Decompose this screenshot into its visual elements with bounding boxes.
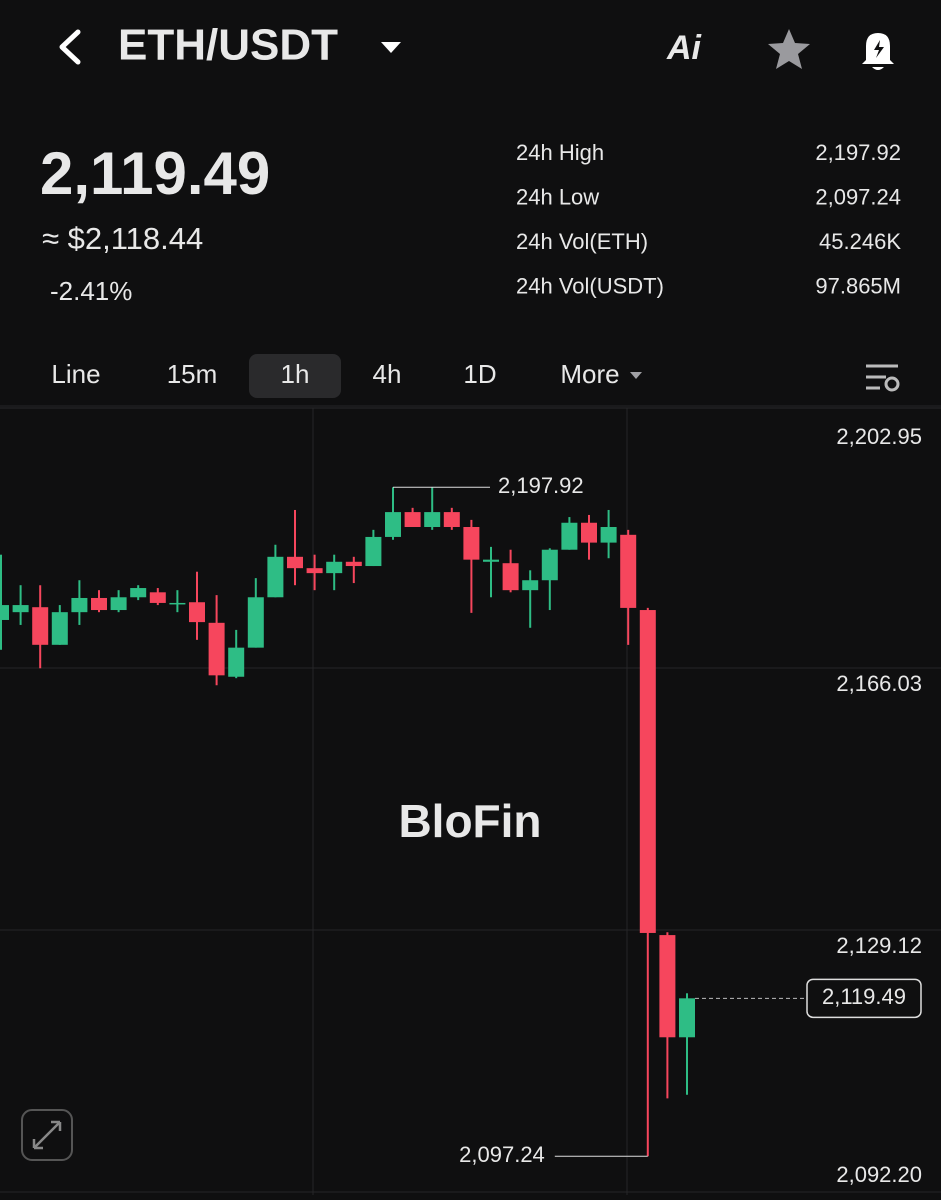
stat-label: 24h High xyxy=(516,140,604,165)
tab[interactable]: More xyxy=(560,359,619,389)
usd-price: ≈ $2,118.44 xyxy=(42,221,203,256)
candle-body xyxy=(287,556,303,569)
candle-body xyxy=(659,935,676,1038)
candle-body xyxy=(326,561,343,574)
last-price-label: 2,119.49 xyxy=(822,984,906,1009)
tab[interactable]: 1D xyxy=(463,359,496,389)
candle-body xyxy=(130,588,147,598)
last-price: 2,119.49 xyxy=(40,140,270,207)
candle-body xyxy=(306,568,323,574)
candle-body xyxy=(463,527,480,560)
candle-body xyxy=(581,522,597,543)
candle-body xyxy=(443,512,460,528)
candle-body xyxy=(679,998,695,1038)
timeframe-tabs: Line 15m 1h 4h 1D More xyxy=(51,354,642,398)
candle-body xyxy=(149,592,166,603)
candle-body xyxy=(189,602,205,623)
tab[interactable]: Line xyxy=(51,359,100,389)
candlestick-chart: 2,202.95 2,166.03 2,129.12 2,092.20 2,197.92… xyxy=(0,405,941,1193)
y-tick-label: 2,129.12 xyxy=(836,933,922,958)
min-label: 2,097.24 xyxy=(459,1142,545,1167)
y-tick-label: 2,166.03 xyxy=(836,671,922,696)
candle-body xyxy=(51,612,68,645)
candle-body xyxy=(561,522,578,550)
candle-body xyxy=(12,605,29,613)
favorite-star[interactable] xyxy=(768,29,810,69)
y-tick-label: 2,092.20 xyxy=(836,1162,922,1187)
max-label: 2,197.92 xyxy=(498,473,584,498)
ai-button[interactable]: Ai xyxy=(666,29,703,67)
chart-settings[interactable] xyxy=(866,364,900,392)
candle-body xyxy=(365,536,382,567)
stat-label: 24h Vol(ETH) xyxy=(516,229,648,254)
tab[interactable]: 4h xyxy=(373,359,402,389)
candle-body xyxy=(404,512,421,528)
candle-body xyxy=(424,512,441,528)
more-caret xyxy=(630,372,642,379)
candle-body xyxy=(32,607,49,645)
settings-gear xyxy=(884,376,900,392)
candle-body xyxy=(110,597,127,611)
candle-body xyxy=(483,559,499,562)
candle-body xyxy=(522,580,539,591)
stat-label: 24h Vol(USDT) xyxy=(516,273,664,298)
candle-body xyxy=(91,597,107,611)
pair-dropdown[interactable] xyxy=(381,42,401,53)
candle-body xyxy=(620,534,637,608)
stat-value: 45.246K xyxy=(819,229,901,254)
candle-body xyxy=(208,622,225,676)
candle-body xyxy=(345,561,362,567)
expand-arrows xyxy=(32,1120,62,1150)
stats-table: 24h High 2,197.92 24h Low 2,097.24 24h Vol(E… xyxy=(516,140,901,299)
candle-body xyxy=(502,563,519,591)
bell-bolt xyxy=(874,40,884,58)
stat-label: 24h Low xyxy=(516,184,599,209)
pair-title[interactable]: ETH/USDT xyxy=(118,21,338,70)
candle-body xyxy=(247,597,264,648)
candle-body xyxy=(600,527,617,543)
expand-button[interactable] xyxy=(21,1109,73,1161)
candle-body xyxy=(169,602,186,605)
tab[interactable]: 15m xyxy=(167,359,218,389)
stat-value: 2,197.92 xyxy=(815,140,901,165)
candle-body xyxy=(71,597,88,613)
candle-body xyxy=(541,549,558,581)
candle-body xyxy=(639,610,656,933)
price-change: -2.41% xyxy=(50,276,132,306)
tab[interactable]: 1h xyxy=(281,359,310,389)
candle-body xyxy=(385,512,401,537)
watermark: BloFin xyxy=(398,795,541,847)
alert-bell[interactable] xyxy=(862,33,894,70)
candle-body xyxy=(228,647,245,677)
y-tick-label: 2,202.95 xyxy=(836,424,922,449)
candle-body xyxy=(0,605,9,620)
stat-value: 97.865M xyxy=(815,273,901,298)
active-tab-bg xyxy=(249,354,341,398)
back-button[interactable] xyxy=(59,29,81,65)
stat-value: 2,097.24 xyxy=(815,184,901,209)
expand-frame xyxy=(21,1109,73,1161)
last-price-box xyxy=(806,978,922,1019)
candle-body xyxy=(267,556,284,598)
